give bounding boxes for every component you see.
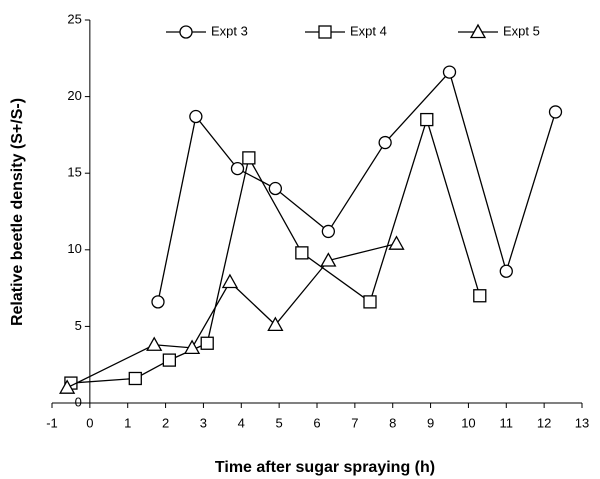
y-tick-label: 25 xyxy=(67,11,81,26)
legend-marker xyxy=(179,25,193,39)
x-axis-title: Time after sugar spraying (h) xyxy=(215,459,435,476)
marker xyxy=(189,109,203,124)
legend-marker xyxy=(318,25,332,39)
x-tick-label: 12 xyxy=(537,415,551,430)
marker xyxy=(442,65,457,79)
x-tick-label: 2 xyxy=(162,415,169,430)
marker xyxy=(378,135,392,150)
x-tick-label: 7 xyxy=(351,415,358,430)
y-tick-label: 0 xyxy=(75,394,82,409)
x-tick-label: 6 xyxy=(313,415,320,430)
series-line xyxy=(66,243,397,389)
x-tick-label: 11 xyxy=(500,415,514,430)
x-tick-label: 13 xyxy=(575,415,589,430)
y-tick-label: 20 xyxy=(67,88,81,103)
legend-marker xyxy=(469,23,487,39)
x-tick-label: 0 xyxy=(86,415,93,430)
x-tick-label: 10 xyxy=(461,415,475,430)
legend-label: Expt 3 xyxy=(211,23,248,38)
x-tick-label: 8 xyxy=(389,415,396,430)
marker xyxy=(128,371,142,386)
x-tick-label: 1 xyxy=(124,415,131,430)
x-tick-label: 5 xyxy=(276,415,283,430)
marker xyxy=(321,224,336,239)
marker xyxy=(499,264,513,278)
marker xyxy=(59,379,76,394)
y-tick-label: 10 xyxy=(67,241,81,256)
marker xyxy=(151,295,165,309)
marker xyxy=(420,112,434,127)
y-axis-title: Relative beetle density (S+/S-) xyxy=(9,98,26,326)
marker xyxy=(473,289,487,303)
marker xyxy=(200,336,214,350)
series-line xyxy=(157,70,557,303)
x-tick-label: 3 xyxy=(200,415,207,430)
marker xyxy=(221,273,239,289)
marker xyxy=(388,235,405,250)
marker xyxy=(295,246,309,260)
marker xyxy=(363,295,377,309)
marker xyxy=(267,316,284,332)
legend-label: Expt 4 xyxy=(350,23,387,38)
marker xyxy=(183,339,201,354)
marker xyxy=(242,151,256,165)
series-line xyxy=(70,117,481,384)
y-tick-label: 15 xyxy=(67,165,81,180)
y-tick-label: 5 xyxy=(75,318,82,333)
marker xyxy=(146,336,163,351)
marker xyxy=(230,161,245,176)
marker xyxy=(320,252,337,267)
marker xyxy=(268,181,283,196)
x-tick-label: 4 xyxy=(238,415,245,430)
legend-label: Expt 5 xyxy=(503,23,540,38)
x-tick-label: 9 xyxy=(427,415,434,430)
x-tick-label: -1 xyxy=(46,415,58,430)
marker xyxy=(162,353,177,367)
marker xyxy=(548,105,563,119)
